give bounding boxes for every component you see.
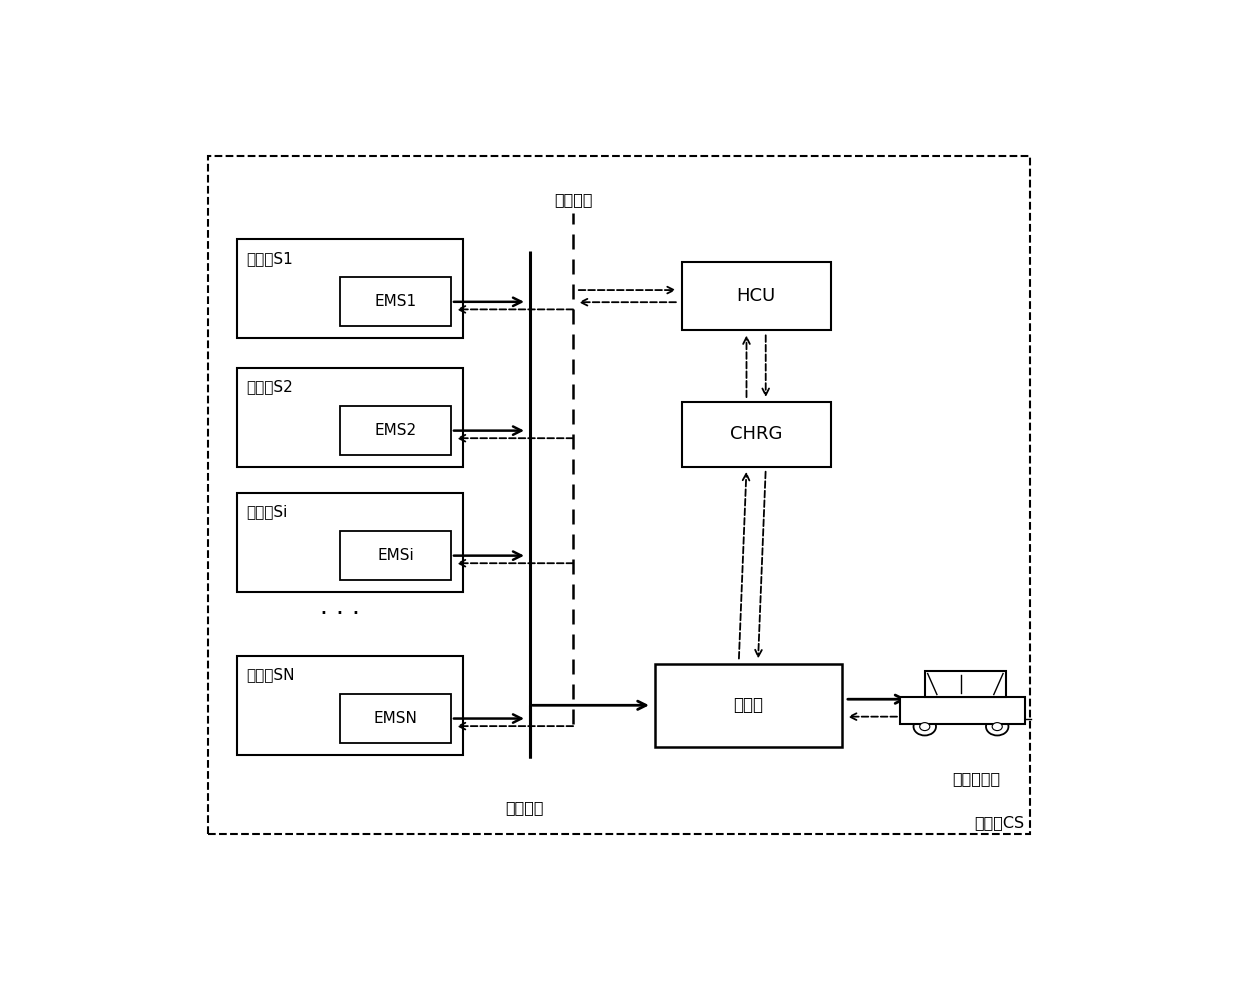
Bar — [655, 663, 842, 747]
Text: EMSi: EMSi — [377, 548, 414, 563]
Bar — [682, 402, 831, 466]
Text: 能量源Si: 能量源Si — [247, 505, 288, 520]
Circle shape — [992, 722, 1002, 730]
Text: 充电系CS: 充电系CS — [975, 816, 1024, 830]
Text: 能量源SN: 能量源SN — [247, 667, 295, 682]
Bar — [237, 368, 463, 466]
Bar — [208, 155, 1029, 834]
Bar — [341, 277, 451, 327]
Bar — [341, 694, 451, 743]
Text: 通信总线: 通信总线 — [554, 192, 593, 207]
Text: EMSN: EMSN — [373, 711, 418, 726]
Text: 充电枪: 充电枪 — [733, 697, 764, 714]
FancyBboxPatch shape — [925, 671, 1006, 697]
Text: 能量源S2: 能量源S2 — [247, 380, 293, 395]
Text: EMS2: EMS2 — [374, 423, 417, 438]
Text: HCU: HCU — [737, 287, 776, 305]
Circle shape — [920, 722, 930, 730]
Text: 待充电负载: 待充电负载 — [952, 771, 1001, 786]
Bar — [682, 262, 831, 331]
Text: 汇流母排: 汇流母排 — [506, 800, 544, 815]
Text: 能量源S1: 能量源S1 — [247, 251, 293, 266]
Bar — [341, 531, 451, 581]
Bar — [900, 697, 1024, 724]
Bar — [341, 406, 451, 456]
Text: CHRG: CHRG — [730, 425, 782, 444]
Text: EMS1: EMS1 — [374, 294, 417, 309]
Text: · · ·: · · · — [320, 602, 360, 627]
Circle shape — [986, 717, 1008, 735]
Bar — [237, 656, 463, 755]
Circle shape — [914, 717, 936, 735]
Bar — [237, 493, 463, 591]
Bar — [237, 239, 463, 338]
